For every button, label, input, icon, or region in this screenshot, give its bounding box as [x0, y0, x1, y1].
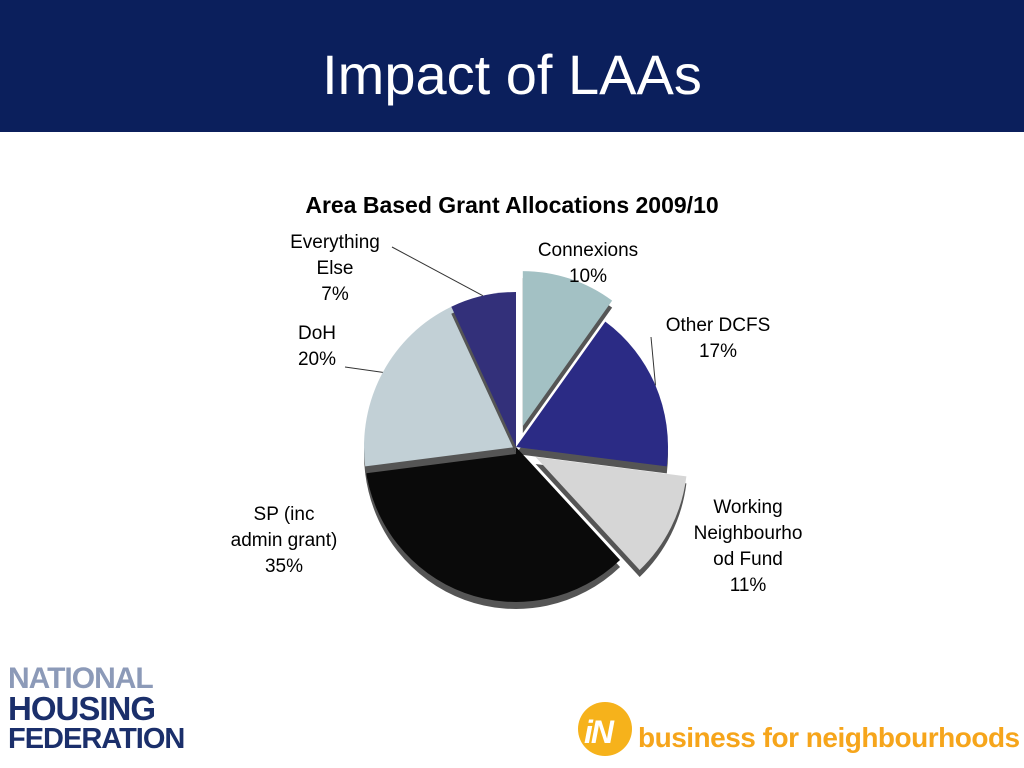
pie-slice [451, 292, 516, 447]
slice-label-line: od Fund [713, 549, 783, 570]
nhf-logo-line: HOUSING [8, 690, 156, 727]
slice-label-percent: 20% [297, 349, 337, 370]
nhf-logo-line: FEDERATION [8, 723, 185, 755]
pie-slice [365, 447, 621, 602]
slice-label-line: admin grant) [230, 530, 338, 551]
slice-label-percent: 10% [568, 266, 608, 287]
business-for-neighbourhoods-logo: iN business for neighbourhoods [578, 702, 1020, 758]
nhf-logo: NATIONAL HOUSING FEDERATION [8, 662, 185, 755]
pie-slice [535, 456, 687, 570]
slice-label-percent: 35% [264, 556, 304, 577]
title-bar [0, 0, 1024, 132]
leader-line [650, 336, 656, 386]
pie-slice [522, 271, 613, 427]
slice-label-connexions: Connexions 10% [518, 238, 658, 290]
slice-label-line: Connexions [537, 240, 639, 261]
slice-label-line: Neighbourho [693, 523, 803, 544]
slice-label-everything-else: Everything Else 7% [270, 230, 400, 308]
slice-label-sp: SP (inc admin grant) 35% [204, 502, 364, 580]
slice-label-working-neighbourhood-fund: Working Neighbourho od Fund 11% [678, 495, 818, 599]
slice-label-doh: DoH 20% [272, 321, 362, 373]
slice-label-line: DoH [297, 323, 336, 344]
slice-label-other-dcfs: Other DCFS 17% [648, 313, 788, 365]
slice-label-percent: 7% [321, 284, 349, 305]
slice-label-line: Working [713, 497, 783, 518]
page-title: Impact of LAAs [322, 43, 702, 106]
slice-label-line: Other DCFS [665, 315, 771, 336]
bfn-tagline: business for neighbourhoods [638, 722, 1020, 753]
leader-line [344, 366, 383, 373]
chart-title: Area Based Grant Allocations 2009/10 [305, 192, 719, 218]
slice-label-line: SP (inc [253, 504, 315, 525]
bfn-mark: iN [584, 714, 614, 750]
nhf-logo-line: NATIONAL [8, 662, 154, 695]
bfn-circle-icon [578, 702, 632, 756]
leader-line [391, 246, 484, 297]
slice-label-percent: 17% [698, 341, 738, 362]
slice-label-line: Else [316, 258, 354, 279]
pie-slice [516, 321, 668, 467]
slice-label-line: Everything [290, 232, 380, 253]
pie-slice [364, 306, 516, 467]
slice-label-percent: 11% [729, 575, 767, 596]
